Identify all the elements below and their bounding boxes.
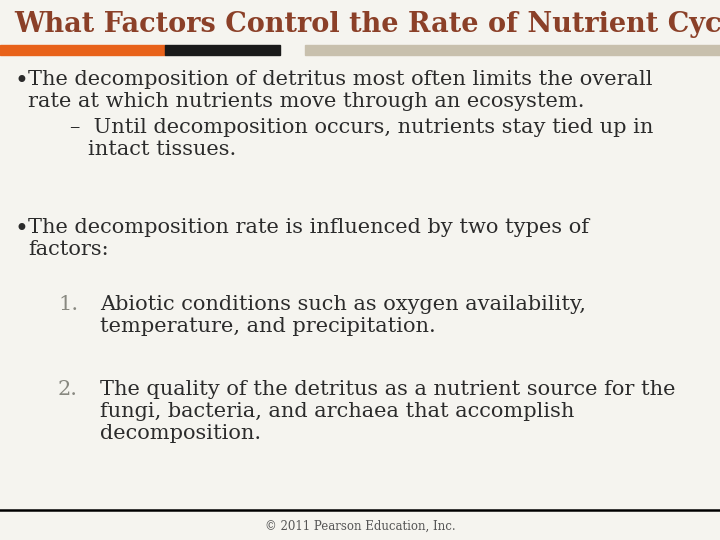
Text: 2.: 2. bbox=[58, 380, 78, 399]
Bar bbox=[165, 45, 280, 55]
Text: fungi, bacteria, and archaea that accomplish: fungi, bacteria, and archaea that accomp… bbox=[100, 402, 575, 421]
Text: factors:: factors: bbox=[28, 240, 109, 259]
Text: The quality of the detritus as a nutrient source for the: The quality of the detritus as a nutrien… bbox=[100, 380, 675, 399]
Bar bbox=[0, 0, 720, 50]
Text: •: • bbox=[14, 70, 28, 93]
Text: Abiotic conditions such as oxygen availability,: Abiotic conditions such as oxygen availa… bbox=[100, 295, 586, 314]
Text: –  Until decomposition occurs, nutrients stay tied up in: – Until decomposition occurs, nutrients … bbox=[70, 118, 653, 137]
Text: •: • bbox=[14, 218, 28, 241]
Text: 1.: 1. bbox=[58, 295, 78, 314]
Text: What Factors Control the Rate of Nutrient Cycling?: What Factors Control the Rate of Nutrien… bbox=[14, 11, 720, 38]
Text: The decomposition rate is influenced by two types of: The decomposition rate is influenced by … bbox=[28, 218, 589, 237]
Bar bbox=[305, 45, 720, 55]
Text: rate at which nutrients move through an ecosystem.: rate at which nutrients move through an … bbox=[28, 92, 585, 111]
Text: The decomposition of detritus most often limits the overall: The decomposition of detritus most often… bbox=[28, 70, 652, 89]
Text: © 2011 Pearson Education, Inc.: © 2011 Pearson Education, Inc. bbox=[265, 520, 455, 533]
Bar bbox=[0, 45, 165, 55]
Text: temperature, and precipitation.: temperature, and precipitation. bbox=[100, 317, 436, 336]
Text: decomposition.: decomposition. bbox=[100, 424, 261, 443]
Text: intact tissues.: intact tissues. bbox=[88, 140, 236, 159]
